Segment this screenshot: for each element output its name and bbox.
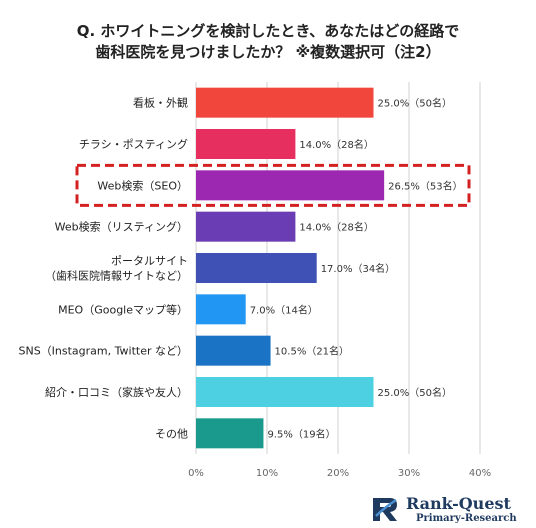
bar <box>196 170 385 201</box>
x-tick-label: 30% <box>398 468 420 479</box>
chart-title-line-2: 歯科医院を見つけましたか？ ※複数選択可（注2） <box>95 43 441 61</box>
data-label: 17.0%（34名） <box>321 262 396 275</box>
logo-name: Rank-Quest <box>406 494 511 513</box>
category-label: 看板・外観 <box>133 96 188 110</box>
x-tick-label: 0% <box>188 468 204 479</box>
category-label: Web検索（リスティング） <box>55 220 188 234</box>
category-label: Web検索（SEO） <box>97 178 188 192</box>
bar <box>196 253 317 283</box>
rank-quest-logo-icon <box>373 498 397 521</box>
data-label: 14.0%（28名） <box>299 138 374 151</box>
data-label: 9.5%（19名） <box>267 427 335 440</box>
x-tick-label: 40% <box>469 468 491 479</box>
category-label: （歯科医院情報サイトなど） <box>45 269 188 283</box>
bar <box>196 335 271 366</box>
data-label: 26.5%（53名） <box>388 179 463 192</box>
bar <box>196 294 246 325</box>
category-label: ポータルサイト <box>111 255 188 268</box>
data-label: 10.5%（21名） <box>275 345 350 358</box>
category-label: SNS（Instagram, Twitter など） <box>18 345 188 358</box>
x-tick-label: 20% <box>327 468 349 479</box>
bar <box>196 418 264 449</box>
bar <box>196 211 296 242</box>
data-label: 25.0%（50名） <box>378 386 453 399</box>
data-label: 25.0%（50名） <box>378 97 453 110</box>
data-label: 7.0%（14名） <box>250 303 318 316</box>
bar <box>196 87 374 118</box>
x-tick-label: 10% <box>256 468 278 479</box>
category-label: その他 <box>155 427 188 440</box>
bar <box>196 129 296 159</box>
category-label: チラシ・ポスティング <box>79 137 188 151</box>
category-label: MEO（Googleマップ等） <box>58 302 188 316</box>
chart-title-line-1: Q. ホワイトニングを検討したとき、あなたはどの経路で <box>76 22 460 40</box>
bar <box>196 377 374 407</box>
category-label: 紹介・口コミ（家族や友人） <box>45 385 188 399</box>
brand-logo: Rank-Quest Primary-Research <box>370 494 530 526</box>
data-label: 14.0%（28名） <box>299 221 374 234</box>
highlight-box <box>75 163 471 207</box>
logo-subtitle: Primary-Research <box>416 513 517 524</box>
